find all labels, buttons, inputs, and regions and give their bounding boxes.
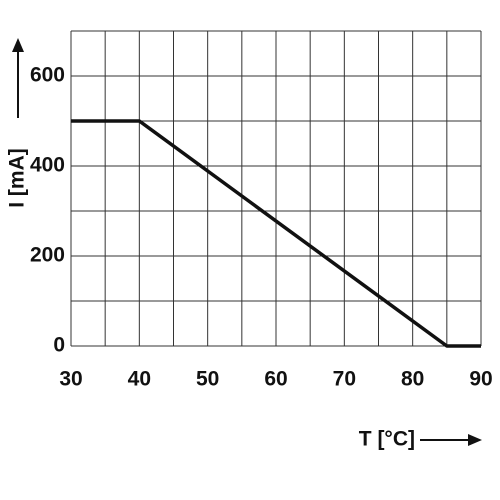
y-tick-label: 600 xyxy=(30,64,65,87)
x-tick-label: 70 xyxy=(333,368,356,391)
x-tick-label: 90 xyxy=(469,368,492,391)
y-axis-label: I [mA] xyxy=(6,148,29,208)
x-axis-label: T [°C] xyxy=(359,428,415,451)
x-tick-label: 80 xyxy=(401,368,424,391)
x-tick-label: 60 xyxy=(264,368,287,391)
y-tick-label: 200 xyxy=(30,244,65,267)
y-arrow xyxy=(12,38,24,118)
y-tick-label: 0 xyxy=(53,334,65,357)
x-arrow xyxy=(420,434,482,446)
x-tick-label: 50 xyxy=(196,368,219,391)
x-tick-label: 30 xyxy=(59,368,82,391)
data-line xyxy=(71,119,481,348)
y-tick-label: 400 xyxy=(30,154,65,177)
x-tick-label: 40 xyxy=(128,368,151,391)
